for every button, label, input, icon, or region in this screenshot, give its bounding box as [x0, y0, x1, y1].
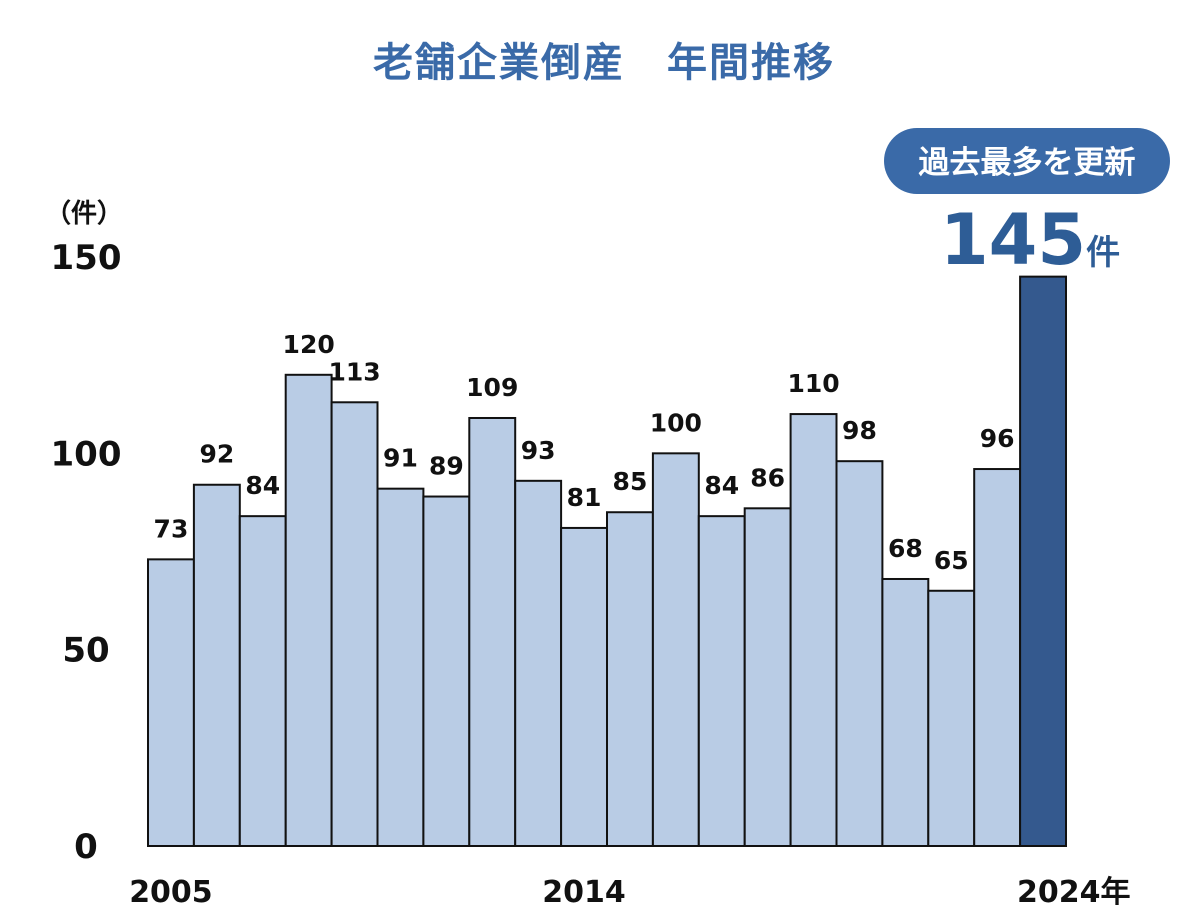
bar: [147, 558, 195, 847]
data-label: 73: [154, 514, 189, 543]
record-badge: [884, 128, 1170, 194]
chart-title: 老舗企業倒産 年間推移: [373, 40, 835, 86]
bar: [697, 515, 746, 847]
y-axis-unit-label: （件）: [45, 199, 123, 229]
data-label: 113: [328, 357, 380, 386]
data-label: 65: [934, 546, 969, 575]
record-badge-text: 過去最多を更新: [919, 145, 1136, 181]
bar: [881, 577, 930, 848]
bar: [651, 452, 700, 847]
bar: [927, 589, 976, 847]
data-label: 68: [888, 534, 923, 563]
data-label: 109: [466, 373, 518, 402]
annotation: 過去最多を更新 145件: [884, 128, 1170, 281]
data-label: 96: [980, 424, 1015, 453]
bar: [514, 479, 563, 847]
bar: [330, 401, 379, 847]
y-tick-label: 150: [51, 238, 122, 278]
bar: [376, 487, 425, 847]
record-value: 145件: [940, 199, 1120, 281]
y-axis-ticks: 0 50 100 150: [51, 238, 122, 867]
x-axis-ticks: 2005 2014 2024年: [129, 875, 1130, 910]
data-label: 89: [429, 452, 464, 481]
bar: [284, 373, 333, 847]
bar: [192, 483, 241, 847]
x-tick-label: 2024年: [1017, 875, 1131, 910]
bar: [835, 460, 884, 847]
bar: [606, 511, 654, 847]
y-tick-label: 0: [74, 827, 98, 867]
data-label: 100: [650, 408, 702, 437]
record-unit: 件: [1086, 233, 1120, 273]
data-label: 91: [383, 444, 418, 473]
data-label: 93: [521, 436, 556, 465]
y-tick-label: 100: [51, 434, 122, 474]
bar: [973, 468, 1022, 847]
bars: [147, 275, 1067, 848]
data-label: 84: [245, 471, 280, 500]
data-label: 81: [567, 483, 602, 512]
bar: [238, 515, 287, 847]
data-label: 92: [199, 440, 234, 469]
data-label: 85: [613, 467, 648, 496]
bar: [743, 507, 792, 847]
data-label: 86: [750, 463, 785, 492]
data-label: 84: [704, 471, 739, 500]
data-label: 98: [842, 416, 877, 445]
bar: [468, 416, 517, 847]
data-label: 120: [283, 330, 335, 359]
bar: [1019, 275, 1067, 847]
x-tick-label: 2014: [542, 875, 626, 910]
x-tick-label: 2005: [129, 875, 213, 910]
bar: [422, 495, 471, 847]
bar: [560, 526, 608, 847]
data-label: 110: [787, 369, 839, 398]
y-tick-label: 50: [62, 631, 109, 671]
bar: [789, 413, 838, 847]
record-number: 145: [940, 199, 1086, 281]
